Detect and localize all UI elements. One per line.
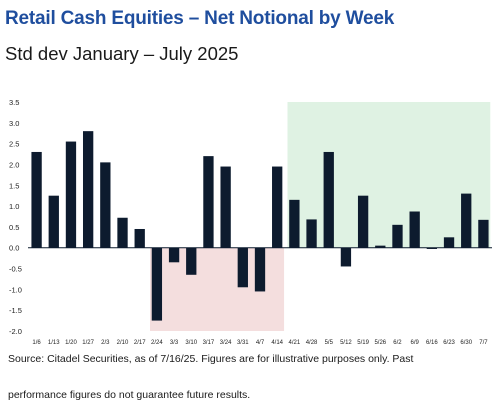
chart-subtitle: Std dev January – July 2025 bbox=[5, 43, 239, 64]
y-tick-label: -1.0 bbox=[9, 285, 22, 294]
y-tick-label: 3.5 bbox=[9, 98, 19, 107]
x-tick-label: 3/17 bbox=[203, 340, 215, 346]
bar-2-3 bbox=[100, 162, 111, 248]
bar-1-27 bbox=[82, 131, 94, 248]
bar-6-30 bbox=[461, 193, 472, 248]
bar-6-23 bbox=[443, 237, 455, 248]
bar-2-24 bbox=[151, 247, 163, 321]
x-tick-label: 4/28 bbox=[306, 340, 318, 346]
x-tick-label: 1/27 bbox=[82, 340, 94, 346]
bar-4-7 bbox=[254, 247, 266, 292]
x-tick-label: 6/23 bbox=[443, 340, 455, 346]
bar-5-12 bbox=[340, 247, 352, 267]
y-tick-label: -1.5 bbox=[9, 306, 22, 315]
bar-6-16 bbox=[426, 247, 438, 249]
y-tick-label: 0.5 bbox=[9, 223, 19, 232]
bar-3-10 bbox=[186, 247, 197, 275]
x-tick-label: 2/17 bbox=[134, 340, 146, 346]
y-tick-label: 1.0 bbox=[9, 202, 19, 211]
x-tick-label: 1/13 bbox=[48, 340, 60, 346]
y-tick-label: 0.0 bbox=[9, 244, 19, 253]
x-tick-label: 3/31 bbox=[237, 340, 249, 346]
x-tick-label: 6/2 bbox=[393, 340, 402, 346]
x-tick-label: 3/3 bbox=[170, 340, 179, 346]
footnote-disclaimer: performance figures do not guarantee fut… bbox=[8, 389, 251, 401]
bar-3-24 bbox=[220, 166, 231, 248]
x-tick-label: 2/10 bbox=[117, 340, 129, 346]
bar-4-14 bbox=[272, 166, 283, 248]
x-tick-label: 2/3 bbox=[101, 340, 110, 346]
bar-1-6 bbox=[31, 151, 42, 248]
x-tick-label: 6/9 bbox=[410, 340, 419, 346]
bar-6-2 bbox=[392, 224, 403, 248]
x-tick-label: 1/6 bbox=[32, 340, 41, 346]
bar-6-9 bbox=[409, 211, 420, 248]
x-tick-label: 3/24 bbox=[220, 340, 232, 346]
bar-3-17 bbox=[203, 156, 214, 248]
y-tick-label: -0.5 bbox=[9, 265, 22, 274]
x-tick-label: 4/14 bbox=[271, 340, 283, 346]
y-tick-label: -2.0 bbox=[9, 327, 22, 336]
bar-7-7 bbox=[478, 219, 489, 248]
bar-2-10 bbox=[117, 217, 128, 248]
bar-5-19 bbox=[357, 195, 369, 248]
chart-title: Retail Cash Equities – Net Notional by W… bbox=[5, 8, 395, 29]
x-tick-label: 3/10 bbox=[185, 340, 197, 346]
x-tick-label: 5/26 bbox=[374, 340, 386, 346]
y-tick-label: 2.5 bbox=[9, 140, 19, 149]
x-tick-label: 4/7 bbox=[256, 340, 265, 346]
bar-3-3 bbox=[168, 247, 180, 263]
x-tick-label: 4/21 bbox=[289, 340, 301, 346]
bar-4-28 bbox=[306, 219, 317, 248]
x-tick-label: 5/19 bbox=[357, 340, 369, 346]
y-tick-label: 3.0 bbox=[9, 119, 19, 128]
x-tick-label: 5/5 bbox=[325, 340, 334, 346]
bar-2-17 bbox=[134, 228, 145, 248]
bar-1-20 bbox=[65, 141, 77, 248]
bar-5-26 bbox=[375, 245, 386, 248]
x-tick-label: 1/20 bbox=[65, 340, 77, 346]
y-tick-label: 2.0 bbox=[9, 160, 19, 169]
bar-chart: -2.0 -1.5 -1.0 -0.5 0.0 0.5 1.0 1.5 2.0 2.5 3.0 3.5… bbox=[9, 98, 492, 346]
bar-1-13 bbox=[48, 195, 59, 248]
bar-4-21 bbox=[289, 199, 300, 248]
positive-shaded-region bbox=[287, 102, 491, 248]
x-tick-label: 5/12 bbox=[340, 340, 352, 346]
x-tick-label: 7/7 bbox=[479, 340, 488, 346]
bar-3-31 bbox=[237, 247, 248, 288]
x-tick-label: 6/16 bbox=[426, 340, 438, 346]
bar-5-5 bbox=[323, 151, 334, 248]
x-tick-label: 6/30 bbox=[460, 340, 472, 346]
y-tick-label: 1.5 bbox=[9, 181, 19, 190]
x-tick-label: 2/24 bbox=[151, 340, 163, 346]
footnote-source: Source: Citadel Securities, as of 7/16/2… bbox=[8, 353, 414, 365]
